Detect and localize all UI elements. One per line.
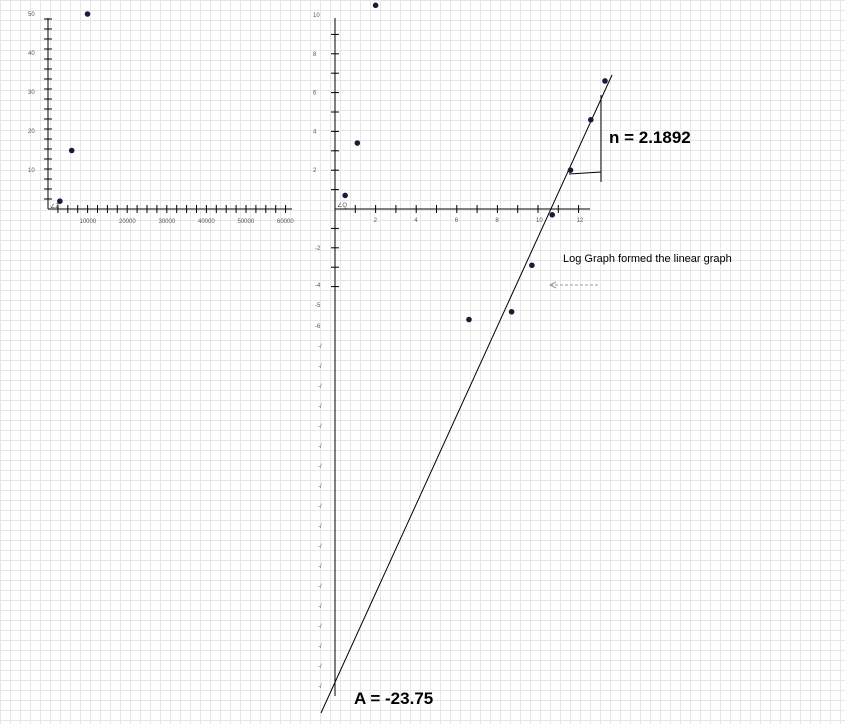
right-y-tick-label-lower: -/: [318, 544, 322, 550]
left-x-tick-label: 50000: [238, 219, 255, 225]
right-x-tick-label: 2: [374, 218, 378, 224]
right-ticks: 2 4 6 8 10 -2 -4 -5 -6 -/ -/ -/ -/ -/ -/ -/ -/ -/ -/ -/ -/ -/…: [313, 13, 584, 690]
right-y-tick-label: -4: [315, 283, 321, 289]
left-graph: ∠Z 10 20 30 40 50 10000 20000 30000 40000 50000 60…: [28, 11, 294, 225]
left-y-tick-label: 50: [28, 12, 35, 18]
left-y-tick-label: 20: [28, 129, 35, 135]
left-points: [57, 11, 91, 204]
right-data-point: [508, 309, 515, 315]
right-x-tick-label: 6: [455, 218, 459, 224]
left-data-point: [84, 11, 91, 17]
note-label: Log Graph formed the linear graph: [563, 253, 732, 265]
right-y-tick-label-lower: -/: [318, 484, 322, 490]
right-y-tick-label-lower: -/: [318, 664, 322, 670]
right-x-tick-label: 4: [414, 218, 418, 224]
right-y-tick-label-lower: -/: [318, 344, 322, 350]
right-y-tick-label-lower: -/: [318, 584, 322, 590]
right-x-tick-label: 10: [536, 218, 543, 224]
right-y-tick-label: 10: [313, 13, 320, 19]
right-points: [342, 2, 608, 323]
right-y-tick-label-lower: -/: [318, 644, 322, 650]
right-data-point: [549, 212, 556, 218]
right-y-tick-label-lower: -/: [318, 504, 322, 510]
intercept-label: A = -23.75: [354, 689, 434, 708]
left-x-tick-label: 10000: [80, 219, 97, 225]
left-y-tick-label: 30: [28, 90, 35, 96]
right-y-tick-label: 2: [313, 168, 317, 174]
right-data-point: [587, 116, 594, 123]
right-x-tick-label: 12: [577, 218, 584, 224]
right-graph: ∠Q 2 4 6 8 10 -2 -4 -5 -6 -/ -/ -/ -/ -/ -/ -/ -/ -/ -/ -/ -…: [313, 2, 613, 714]
right-y-tick-label-lower: -/: [318, 524, 322, 530]
right-y-tick-label-lower: -/: [318, 564, 322, 570]
right-y-tick-label-lower: -/: [318, 384, 322, 390]
right-y-tick-label: -5: [315, 303, 321, 309]
right-y-tick-label-lower: -/: [318, 424, 322, 430]
slope-label: n = 2.1892: [609, 128, 691, 147]
right-y-tick-label: 4: [313, 129, 317, 135]
left-y-tick-label: 10: [28, 168, 35, 174]
fit-line: [320, 74, 613, 714]
right-y-tick-label-lower: -/: [318, 684, 322, 690]
left-ticks: 10 20 30 40 50 10000 20000 30000 40000 50000 60000: [28, 12, 294, 225]
right-data-point: [372, 2, 379, 9]
left-x-tick-label: 40000: [198, 219, 215, 225]
left-origin-mark: ∠Z: [50, 203, 59, 210]
right-data-point: [354, 140, 361, 146]
right-data-point: [529, 262, 535, 269]
left-x-tick-label: 60000: [277, 219, 294, 225]
right-y-tick-label: -2: [315, 246, 321, 252]
right-origin-mark: ∠Q: [337, 202, 347, 209]
right-y-tick-label-lower: -/: [318, 604, 322, 610]
left-data-point: [68, 147, 75, 154]
left-x-tick-label: 20000: [119, 219, 136, 225]
left-x-tick-label: 30000: [159, 219, 176, 225]
right-data-point: [567, 167, 574, 173]
right-y-tick-label-lower: -/: [318, 624, 322, 630]
right-x-tick-label: 8: [495, 218, 499, 224]
right-data-point: [602, 78, 608, 84]
right-y-tick-label-lower: -/: [318, 404, 322, 410]
right-y-tick-label-lower: -/: [318, 444, 322, 450]
right-y-tick-label-lower: -/: [318, 364, 322, 370]
right-y-tick-label: -6: [315, 324, 321, 330]
right-data-point: [466, 316, 472, 323]
right-y-tick-label: 8: [313, 52, 317, 58]
left-y-tick-label: 40: [28, 51, 35, 57]
right-y-tick-label-lower: -/: [318, 464, 322, 470]
right-data-point: [342, 192, 348, 199]
right-y-tick-label: 6: [313, 91, 317, 97]
note-arrow-head: [548, 281, 557, 289]
left-data-point: [57, 198, 63, 204]
